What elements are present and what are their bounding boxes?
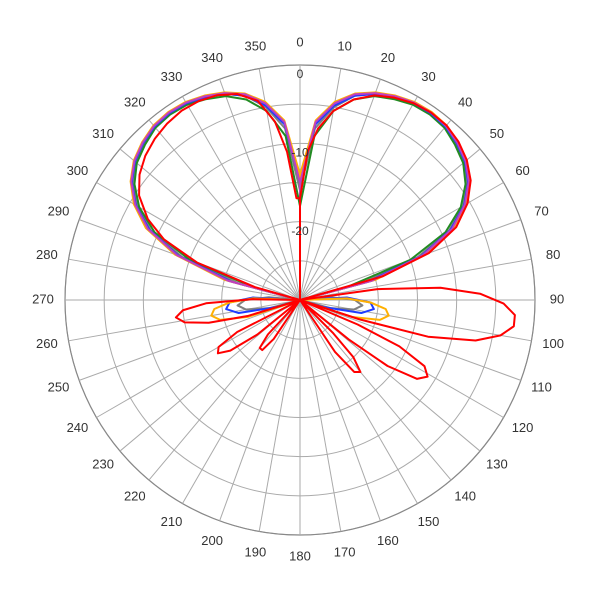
angle-tick-label: 90 [550, 291, 564, 306]
angle-tick-label: 170 [334, 545, 356, 560]
angle-tick-label: 280 [36, 247, 58, 262]
angle-tick-label: 340 [201, 50, 223, 65]
angle-tick-label: 190 [245, 545, 267, 560]
radial-tick-label: -20 [291, 224, 309, 238]
angle-tick-label: 20 [381, 50, 395, 65]
angle-tick-label: 80 [546, 247, 560, 262]
angle-tick-label: 30 [421, 69, 435, 84]
angle-tick-label: 140 [454, 488, 476, 503]
series-red [139, 94, 515, 379]
angle-tick-label: 220 [124, 488, 146, 503]
angle-tick-label: 160 [377, 533, 399, 548]
polar-radiation-chart: 0 10 20 30 40 50 60 70 80 90 100 110 120 130 140 150 160… [0, 0, 600, 600]
radial-tick-label: -10 [291, 146, 309, 160]
angle-tick-label: 320 [124, 95, 146, 110]
angle-tick-label: 290 [48, 204, 70, 219]
angle-tick-label: 260 [36, 336, 58, 351]
angle-tick-label: 230 [92, 457, 114, 472]
radial-tick-label: 0 [297, 67, 304, 81]
angle-tick-label: 50 [490, 126, 504, 141]
angle-tick-label: 180 [289, 548, 311, 563]
angle-tick-label: 40 [458, 95, 472, 110]
angle-tick-label: 120 [512, 420, 534, 435]
angle-tick-label: 0 [296, 34, 303, 49]
angle-tick-label: 100 [542, 336, 564, 351]
angle-tick-label: 200 [201, 533, 223, 548]
angle-tick-label: 210 [161, 514, 183, 529]
angle-tick-label: 300 [67, 163, 89, 178]
angle-tick-label: 330 [161, 69, 183, 84]
angle-tick-label: 350 [245, 38, 267, 53]
angle-tick-label: 270 [32, 291, 54, 306]
angle-tick-label: 70 [534, 204, 548, 219]
angle-tick-label: 250 [48, 379, 70, 394]
angle-tick-label: 10 [337, 38, 351, 53]
angle-tick-label: 150 [418, 514, 440, 529]
angle-tick-label: 240 [67, 420, 89, 435]
angle-tick-label: 130 [486, 457, 508, 472]
angle-tick-label: 110 [531, 379, 552, 394]
angle-tick-label: 310 [92, 126, 114, 141]
angle-tick-label: 60 [515, 163, 529, 178]
